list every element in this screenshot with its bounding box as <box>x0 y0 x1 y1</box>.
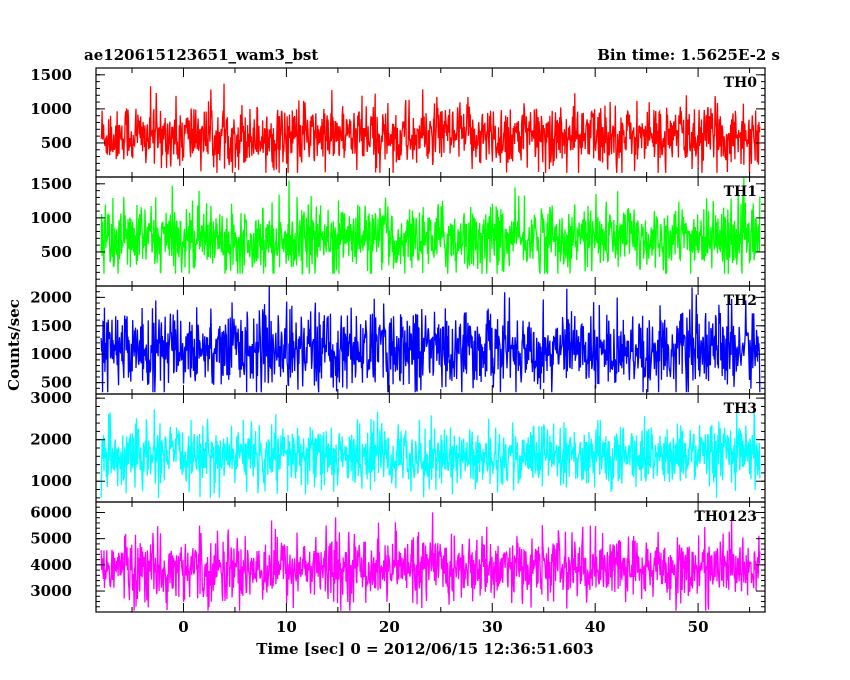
y-tick-label: 1000 <box>30 472 72 490</box>
x-tick-label: 50 <box>688 618 709 636</box>
y-tick-label: 1000 <box>30 345 72 363</box>
y-tick-label: 1500 <box>30 317 72 335</box>
x-tick-label: 10 <box>276 618 297 636</box>
chart-title: ae120615123651_wam3_bst <box>84 46 318 64</box>
y-tick-label: 3000 <box>30 582 72 600</box>
series-th0-line <box>100 83 761 173</box>
x-tick-label: 20 <box>379 618 400 636</box>
x-axis-title: Time [sec] 0 = 2012/06/15 12:36:51.603 <box>256 640 593 658</box>
y-tick-label: 3000 <box>30 389 72 407</box>
y-tick-label: 1000 <box>30 100 72 118</box>
series-th0123-line <box>100 512 761 611</box>
x-tick-label: 0 <box>178 618 188 636</box>
y-tick-label: 4000 <box>30 556 72 574</box>
y-tick-label: 6000 <box>30 503 72 521</box>
y-tick-label: 500 <box>41 243 72 261</box>
panel-th0123: 3000 4000 5000 6000 TH0123 <box>30 501 766 613</box>
y-tick-label: 500 <box>41 134 72 152</box>
x-tick-label: 40 <box>585 618 606 636</box>
panel-th2: 500 1000 1500 2000 TH2 <box>30 285 766 395</box>
bin-time-label: Bin time: 1.5625E-2 s <box>597 46 780 64</box>
y-tick-label: 1500 <box>30 66 72 84</box>
panel-label-th1: TH1 <box>724 184 757 200</box>
panel-label-th2: TH2 <box>724 293 757 309</box>
panel-th3: 1000 2000 3000 TH3 <box>30 389 766 503</box>
y-tick-label: 2000 <box>30 288 72 306</box>
panel-label-th3: TH3 <box>724 401 757 417</box>
panel-frame <box>95 501 766 613</box>
y-tick-label: 500 <box>41 374 72 392</box>
panel-label-th0: TH0 <box>724 75 758 91</box>
x-axis: 0 10 20 30 40 50 <box>131 68 751 636</box>
series-th1-line <box>100 177 761 275</box>
panel-label-th0123: TH0123 <box>694 509 757 525</box>
series-th2-line <box>100 286 761 393</box>
panel-th1: 500 1000 1500 TH1 <box>30 175 766 287</box>
panel-th0: 500 1000 1500 TH0 <box>30 66 766 178</box>
y-tick-label: 2000 <box>30 431 72 449</box>
y-tick-label: 1000 <box>30 209 72 227</box>
y-tick-label: 5000 <box>30 530 72 548</box>
y-axis-title: Counts/sec <box>5 299 23 391</box>
panels-group: 500 1000 1500 TH0 500 1000 1500 TH1 500 1000 1500 2… <box>30 66 766 613</box>
y-tick-label: 1500 <box>30 175 72 193</box>
series-th3-line <box>100 408 761 498</box>
x-tick-label: 30 <box>482 618 503 636</box>
